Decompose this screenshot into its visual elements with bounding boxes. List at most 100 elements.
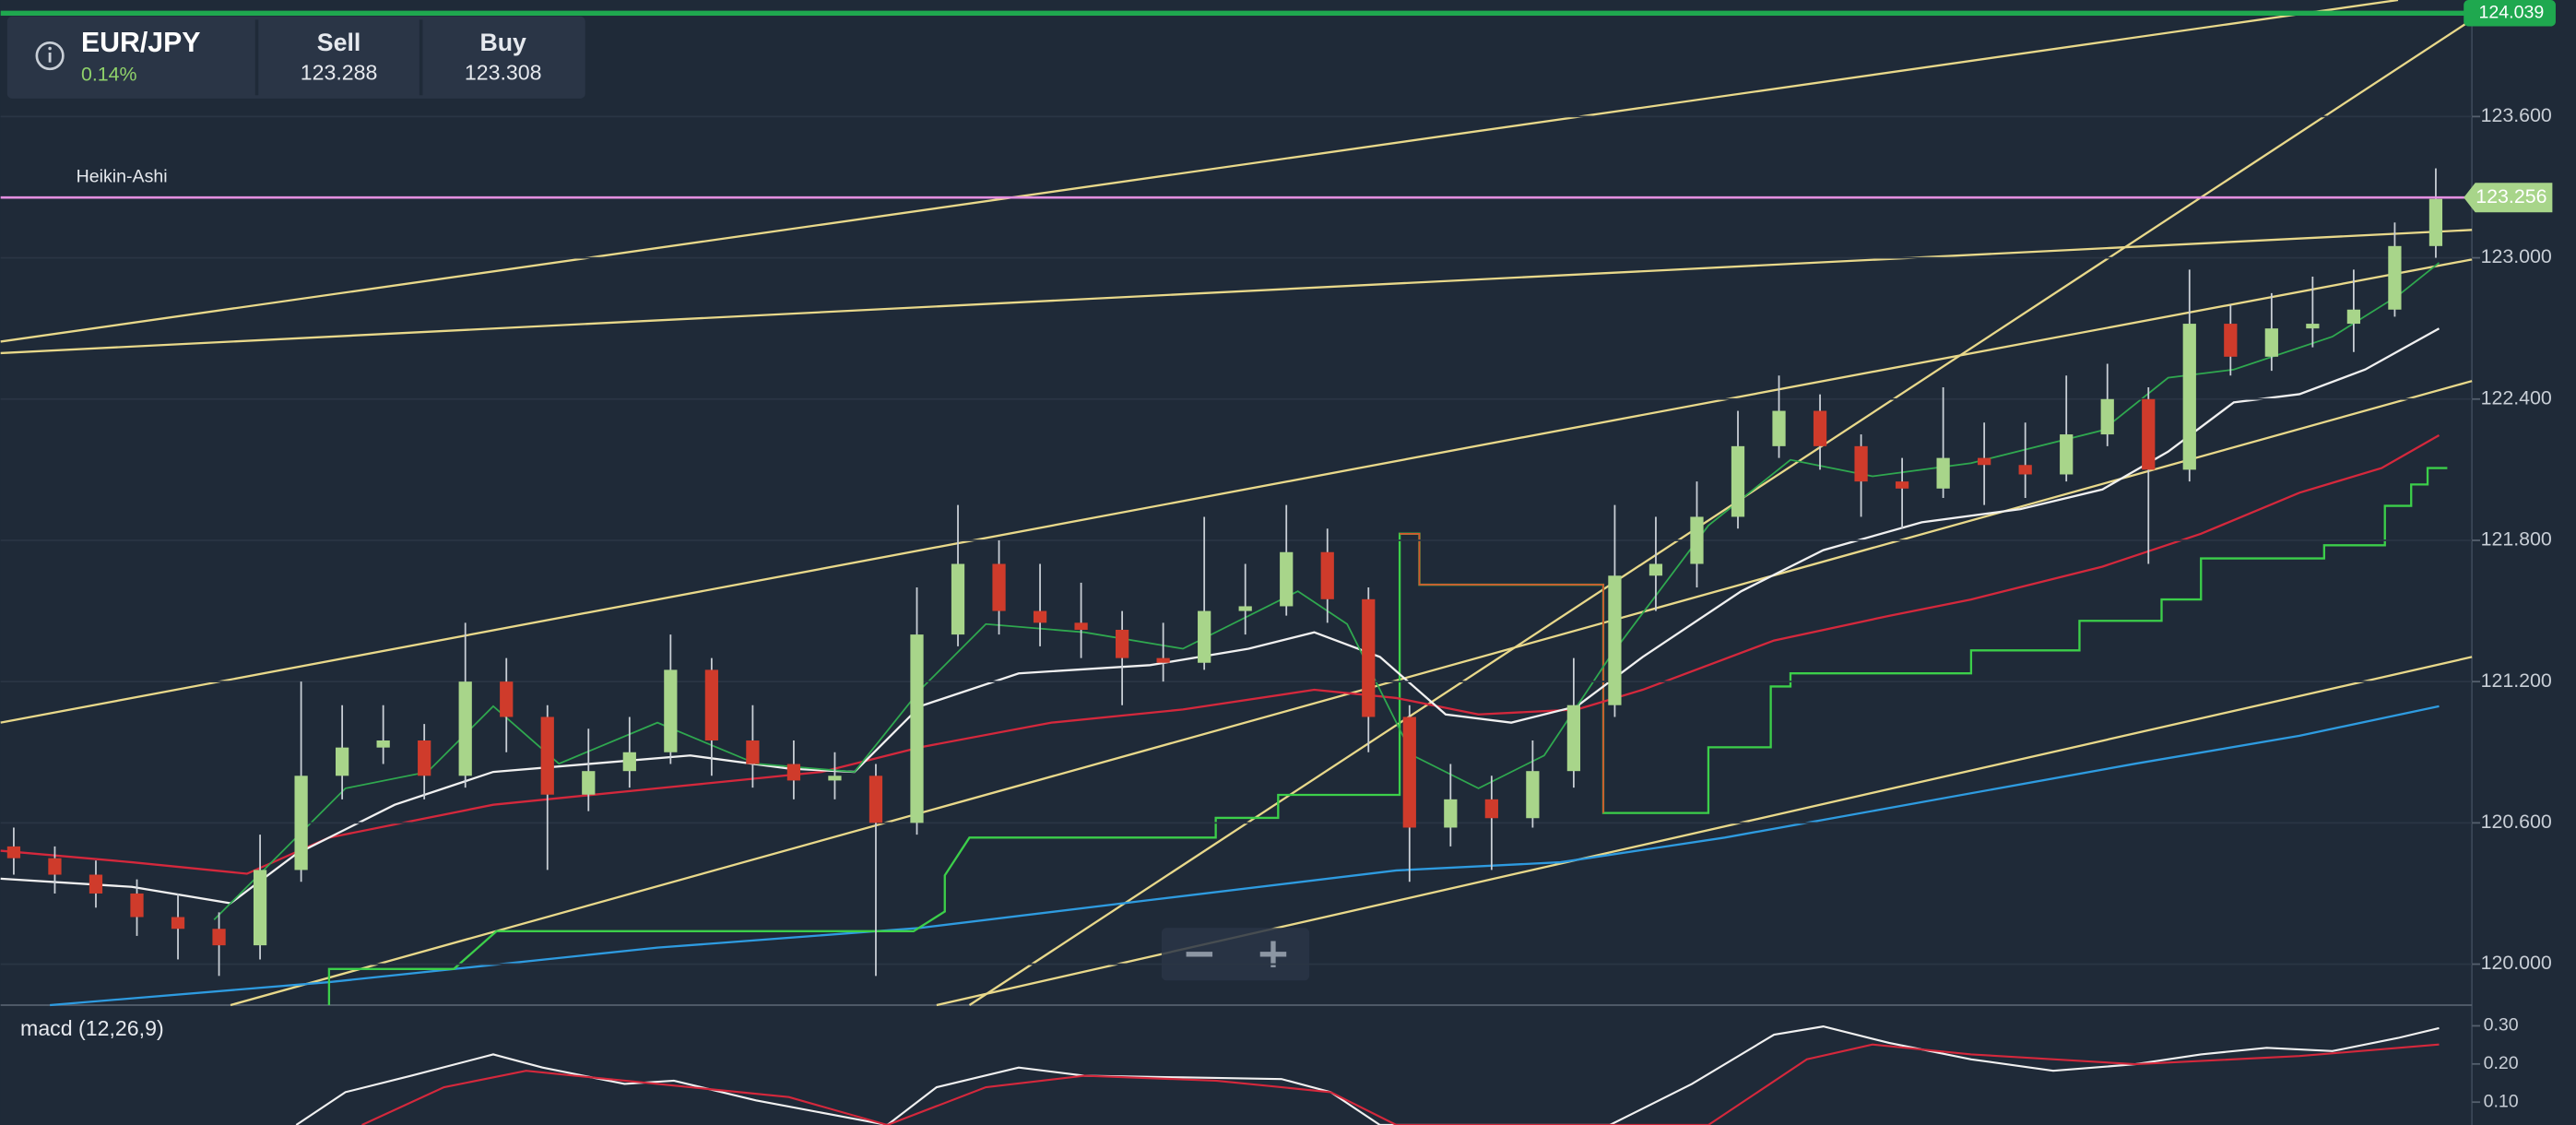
stepline: [1400, 532, 1604, 813]
candle-body: [786, 764, 801, 781]
candle-body: [2428, 198, 2443, 246]
y-tick-label: 121.200: [2481, 669, 2552, 692]
sell-label[interactable]: Sell: [317, 29, 361, 56]
candle-body: [1772, 410, 1786, 446]
candle-body: [6, 846, 21, 859]
y-tick-label: 0.30: [2484, 1015, 2519, 1036]
data-layer: 123.600 123.000 122.400 121.800 121.200 120.6…: [0, 0, 2556, 1111]
trendline: [968, 18, 2473, 1006]
candle-body: [1690, 516, 1704, 564]
candle-body: [2182, 324, 2196, 470]
candle-body: [1526, 771, 1540, 819]
candle-body: [1402, 716, 1416, 828]
candle-body: [500, 681, 514, 717]
candle-body: [418, 740, 431, 776]
moving-average: [213, 262, 2440, 921]
trendline: [0, 229, 2473, 355]
y-tick-label: 121.800: [2481, 528, 2552, 551]
candle-body: [951, 563, 965, 635]
candle-body: [2100, 398, 2114, 435]
candle-body: [1238, 606, 1252, 611]
y-tick-label: 120.600: [2481, 811, 2552, 833]
candle-body: [540, 716, 554, 795]
candle-body: [828, 776, 842, 781]
price-badge: [2464, 183, 2553, 213]
candle-body: [2306, 324, 2320, 329]
candle-body: [622, 752, 636, 772]
info-icon[interactable]: [35, 41, 65, 71]
candle-body: [704, 669, 718, 740]
y-tick-label: 0.10: [2484, 1091, 2519, 1111]
price-label: 123.256: [2476, 185, 2546, 207]
candle-body: [1566, 705, 1581, 772]
candle-body: [910, 634, 924, 823]
candle-body: [582, 771, 596, 795]
header-background: [6, 16, 585, 99]
candle-body: [992, 563, 1006, 611]
candle-body: [2264, 328, 2278, 357]
candle-body: [376, 740, 390, 748]
candle-body: [171, 917, 185, 930]
trendline: [0, 0, 2399, 343]
indicator-label: macd (12,26,9): [20, 1016, 164, 1040]
candle-body: [89, 874, 103, 894]
change: 0.14%: [81, 64, 137, 86]
price-badge: [2464, 0, 2556, 27]
candle-body: [1608, 575, 1622, 705]
candle-body: [1156, 657, 1170, 663]
buy-label[interactable]: Buy: [479, 29, 526, 56]
y-tick-label: 0.20: [2484, 1053, 2519, 1073]
candle-body: [1895, 481, 1909, 489]
candle-body: [1198, 610, 1211, 663]
y-tick-label: 120.000: [2481, 952, 2552, 974]
candle-body: [1854, 445, 1868, 482]
chart-type-label: Heikin-Ashi: [77, 167, 168, 187]
candle-body: [869, 776, 883, 823]
candle-body: [212, 929, 226, 946]
candle-body: [294, 776, 308, 870]
sell-price[interactable]: 123.288: [301, 60, 378, 84]
candle-body: [1033, 610, 1047, 623]
candle-body: [1648, 563, 1663, 576]
pair: EUR/JPY: [81, 28, 201, 58]
candle-body: [1320, 551, 1334, 599]
candle-body: [746, 740, 760, 764]
candle-body: [1444, 799, 1458, 828]
moving-average: [0, 433, 2440, 875]
candle-body: [1280, 551, 1294, 607]
candle-body: [1936, 457, 1950, 489]
candle-body: [1362, 598, 1376, 717]
buy-price[interactable]: 123.308: [465, 60, 542, 84]
candle-body: [336, 747, 349, 776]
candle-body: [253, 870, 267, 946]
candle-body: [2388, 245, 2402, 310]
signal-line: [361, 1043, 2440, 1125]
stepline: [327, 467, 2448, 1005]
candle-body: [458, 681, 472, 776]
candle-body: [1074, 622, 1088, 630]
candle-body: [1978, 457, 1991, 466]
price-label: 124.039: [2478, 2, 2544, 22]
candle-body: [2018, 465, 2032, 475]
candle-body: [48, 858, 62, 875]
candle-body: [2142, 398, 2156, 470]
zoom-controls: [1161, 928, 1310, 981]
y-tick-label: 123.000: [2481, 245, 2552, 267]
moving-average: [50, 705, 2440, 1007]
candle-body: [2346, 309, 2361, 325]
zoom-background: [1161, 928, 1310, 981]
candle-body: [2060, 434, 2074, 475]
y-tick-label: 123.600: [2481, 104, 2552, 126]
candle-body: [1813, 410, 1827, 446]
moving-average: [0, 327, 2440, 905]
candle-body: [1484, 799, 1498, 819]
y-tick-label: 122.400: [2481, 386, 2552, 409]
candle-body: [664, 669, 678, 752]
info-icon-dot: [48, 46, 52, 51]
trendline: [0, 258, 2473, 724]
candle-body: [1115, 629, 1129, 658]
candle-body: [130, 893, 144, 918]
candle-body: [1731, 445, 1745, 517]
